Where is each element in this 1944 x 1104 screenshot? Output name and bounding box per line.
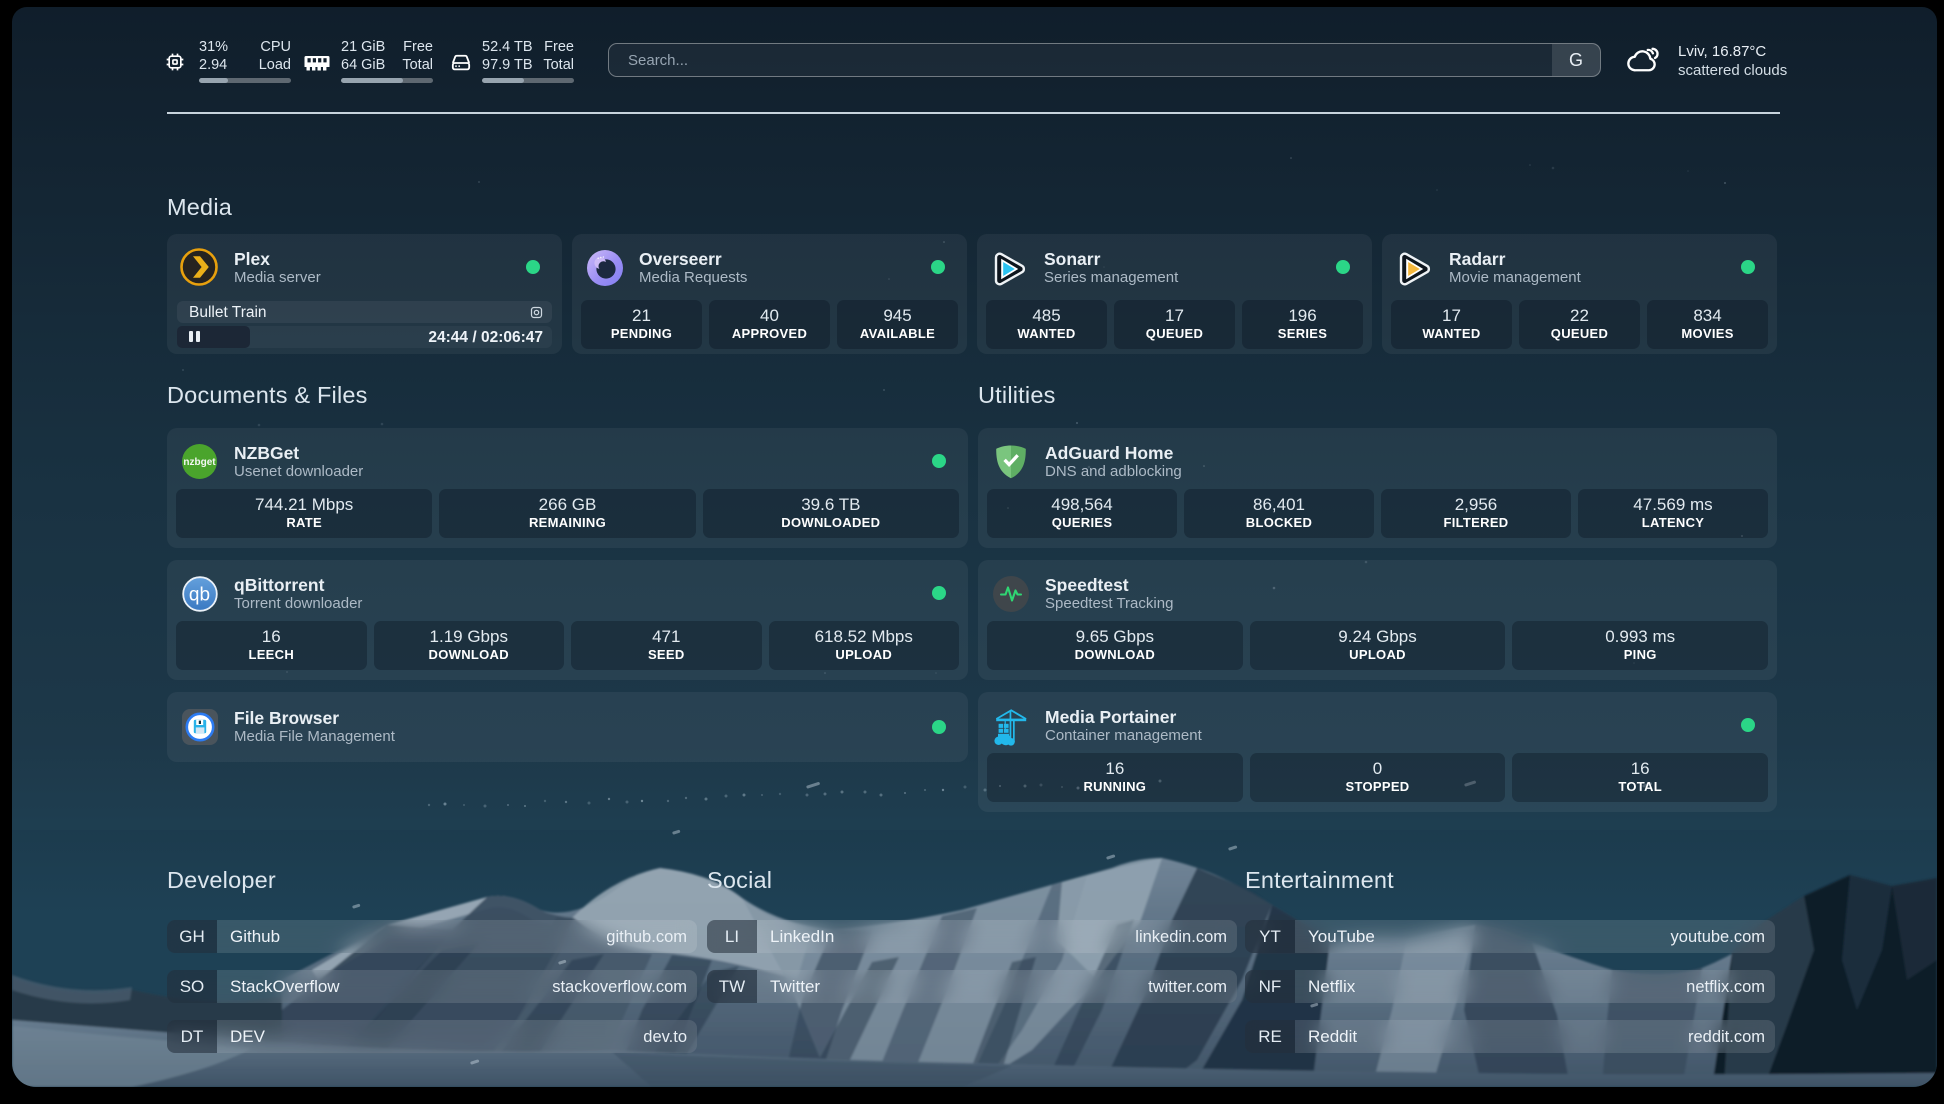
svg-text:nzbget: nzbget xyxy=(183,457,216,468)
svg-text:qb: qb xyxy=(189,585,210,606)
